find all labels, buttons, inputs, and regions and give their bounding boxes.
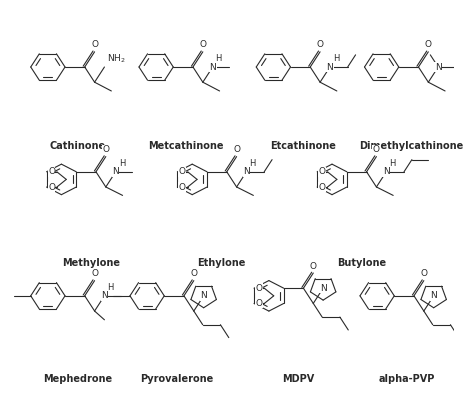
Text: O: O [179, 167, 186, 176]
Text: N: N [201, 291, 207, 300]
Text: H: H [215, 54, 222, 63]
Text: O: O [373, 145, 380, 154]
Text: H: H [119, 159, 125, 168]
Text: O: O [255, 284, 263, 293]
Text: Etcathinone: Etcathinone [270, 141, 336, 151]
Text: O: O [91, 40, 98, 49]
Text: O: O [91, 269, 98, 278]
Text: H: H [390, 159, 396, 168]
Text: O: O [319, 167, 326, 176]
Text: O: O [179, 183, 186, 192]
Text: N: N [101, 291, 108, 300]
Text: O: O [48, 183, 55, 192]
Text: N: N [430, 291, 437, 300]
Text: N: N [327, 63, 333, 72]
Text: Dimethylcathinone: Dimethylcathinone [359, 141, 463, 151]
Text: H: H [333, 54, 339, 63]
Text: O: O [200, 40, 206, 49]
Text: O: O [317, 40, 324, 49]
Text: O: O [233, 145, 240, 154]
Text: O: O [102, 145, 109, 154]
Text: O: O [420, 269, 428, 278]
Text: N: N [383, 167, 390, 176]
Text: N: N [210, 63, 216, 72]
Text: Butylone: Butylone [337, 258, 386, 268]
Text: Cathinone: Cathinone [49, 141, 106, 151]
Text: NH$_2$: NH$_2$ [107, 52, 125, 65]
Text: N: N [320, 284, 327, 293]
Text: N: N [243, 167, 250, 176]
Text: N: N [112, 167, 119, 176]
Text: O: O [310, 262, 317, 271]
Text: Methylone: Methylone [62, 258, 120, 268]
Text: H: H [250, 159, 256, 168]
Text: O: O [190, 269, 197, 278]
Text: O: O [48, 167, 55, 176]
Text: O: O [255, 299, 263, 308]
Text: Mephedrone: Mephedrone [43, 374, 112, 384]
Text: O: O [319, 183, 326, 192]
Text: Ethylone: Ethylone [198, 258, 246, 268]
Text: Metcathinone: Metcathinone [148, 141, 223, 151]
Text: H: H [108, 283, 114, 292]
Text: O: O [425, 40, 432, 49]
Text: Pyrovalerone: Pyrovalerone [140, 374, 213, 384]
Text: MDPV: MDPV [283, 374, 315, 384]
Text: alpha-PVP: alpha-PVP [379, 374, 435, 384]
Text: N: N [435, 63, 442, 72]
